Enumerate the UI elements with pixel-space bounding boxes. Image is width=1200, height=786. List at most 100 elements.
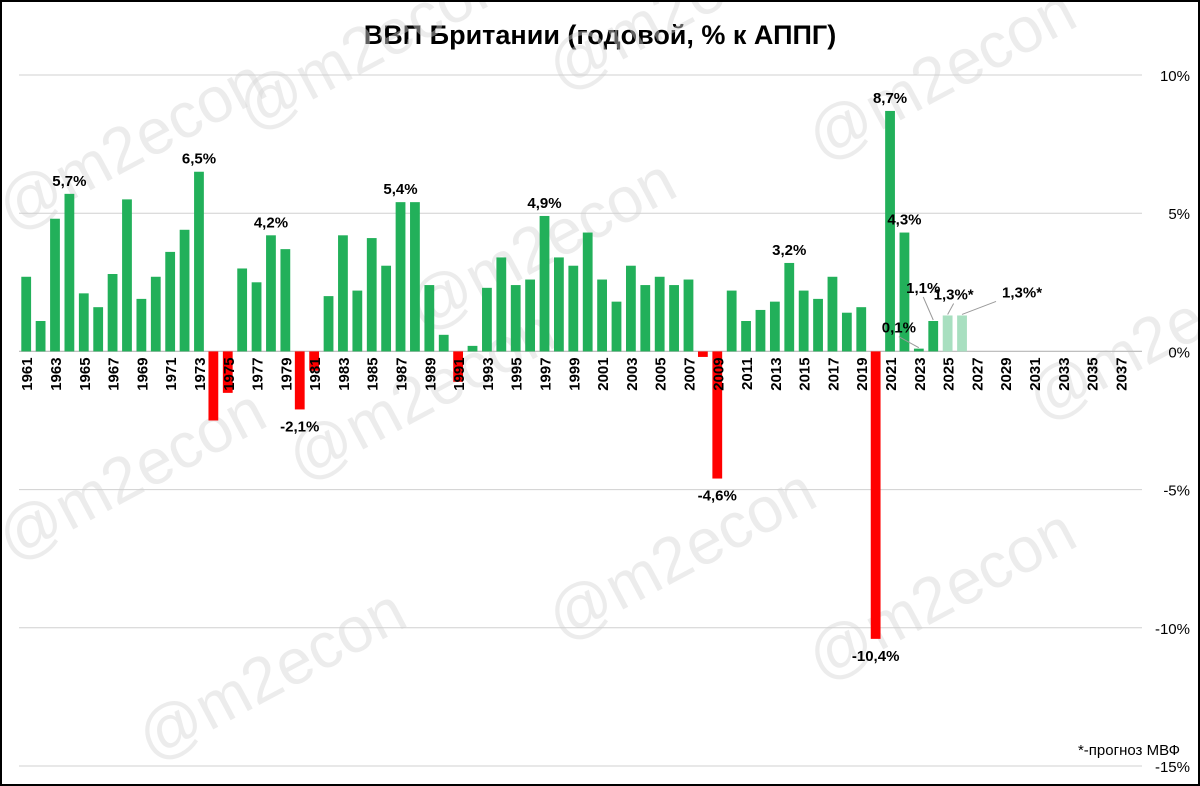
bar-1976 [237, 268, 248, 352]
x-tick-label: 2023 [912, 357, 929, 390]
watermark: @m2econ [1015, 233, 1198, 434]
watermark: @m2econ [125, 573, 417, 774]
x-tick-label: 1977 [250, 357, 267, 390]
x-tick-label: 2003 [624, 357, 641, 390]
bar-1965 [78, 293, 89, 352]
data-label-2022: 4,3% [887, 212, 921, 229]
x-tick-label: 2021 [883, 357, 900, 390]
bar-1998 [554, 257, 564, 352]
bar-2018 [841, 312, 852, 352]
bar-1999 [568, 265, 579, 352]
bar-1981 [309, 351, 320, 371]
bar-1997 [539, 215, 550, 352]
data-label-2024: 1,1% [906, 280, 940, 297]
bar-1977 [251, 282, 262, 352]
bar-2011 [741, 320, 751, 352]
data-label-1978: 4,2% [254, 214, 288, 231]
bar-1969 [136, 298, 147, 352]
bar-2010 [726, 290, 737, 352]
watermark: @m2econ [535, 453, 827, 654]
watermark: @m2econ [535, 2, 827, 104]
data-label-1973: 6,5% [182, 151, 216, 168]
bar-1993 [482, 287, 492, 352]
bar-2000 [582, 232, 593, 352]
bar-1962 [35, 320, 46, 352]
data-label-2014: 3,2% [772, 242, 806, 259]
x-tick-label: 2001 [595, 357, 612, 390]
x-tick-label: 2037 [1113, 357, 1130, 390]
bar-2025 [942, 315, 953, 352]
x-tick-label: 2013 [768, 357, 785, 390]
data-label-2025: 1,3%* [934, 286, 974, 303]
x-tick-label: 1993 [480, 357, 497, 390]
watermark: @m2econ [2, 373, 277, 574]
x-tick-label: 2005 [653, 357, 670, 390]
bar-1972 [179, 229, 190, 352]
x-tick-label: 2033 [1056, 357, 1073, 390]
bar-2013 [769, 301, 780, 352]
x-tick-label: 1995 [509, 357, 526, 390]
bar-1980 [294, 351, 305, 410]
x-tick-label: 2035 [1085, 357, 1102, 390]
bar-1978 [266, 235, 276, 352]
bar-1988 [410, 202, 420, 352]
bar-1996 [525, 279, 536, 352]
data-label-2009: -4,6% [698, 488, 737, 505]
x-tick-label: 2025 [941, 357, 958, 390]
x-tick-label: 2007 [681, 357, 698, 390]
chart-title: ВВП Британии (годовой, % к АППГ) [363, 20, 837, 50]
x-tick-label: 1983 [336, 357, 353, 390]
bar-1963 [50, 218, 60, 352]
bar-2019 [856, 307, 867, 352]
y-tick-label: -15% [1155, 759, 1190, 776]
bar-1985 [366, 238, 377, 352]
x-tick-label: 2017 [825, 357, 842, 390]
bar-2009 [712, 351, 723, 479]
bar-1990 [438, 334, 449, 352]
x-tick-label: 1963 [48, 357, 65, 390]
x-tick-label: 2011 [739, 357, 756, 390]
data-label-1964: 5,7% [52, 173, 86, 190]
data-label-2023: 0,1% [882, 320, 916, 337]
x-tick-label: 2019 [854, 357, 871, 390]
watermark: @m2econ [795, 493, 1087, 694]
watermark: @m2econ [225, 2, 517, 144]
bar-2017 [827, 276, 838, 352]
x-tick-label: 1971 [163, 357, 180, 390]
data-label-leader [922, 296, 934, 321]
data-label-2026: 1,3%* [1002, 284, 1042, 301]
bar-1971 [165, 251, 176, 352]
bar-2021 [885, 110, 895, 352]
x-tick-label: 1991 [451, 357, 468, 390]
bar-1986 [381, 265, 392, 352]
bar-1992 [467, 345, 478, 352]
y-tick-label: 5% [1168, 206, 1190, 223]
bar-1991 [453, 351, 464, 382]
bar-1961 [21, 276, 32, 352]
data-label-leader [898, 336, 920, 349]
bar-1967 [107, 274, 118, 352]
bar-1974 [208, 351, 219, 421]
x-tick-label: 1979 [278, 357, 295, 390]
x-tick-label: 2029 [998, 357, 1015, 390]
bar-2014 [784, 262, 795, 352]
bar-2002 [611, 301, 622, 352]
bar-2005 [654, 276, 665, 352]
data-label-1980: -2,1% [280, 418, 319, 435]
x-tick-label: 2031 [1027, 357, 1044, 390]
x-tick-label: 2027 [969, 357, 986, 390]
data-label-leader [947, 303, 955, 315]
bar-2015 [798, 290, 809, 352]
x-tick-label: 1973 [192, 357, 209, 390]
bar-1970 [150, 276, 161, 352]
bar-2016 [813, 298, 823, 352]
bar-1984 [352, 290, 363, 352]
bar-2024 [928, 320, 939, 352]
x-tick-label: 2015 [797, 357, 814, 390]
data-label-2020: -10,4% [852, 648, 900, 665]
bar-2012 [755, 309, 766, 352]
chart-footnote: *-прогноз МВФ [1077, 742, 1180, 759]
bar-2023 [913, 348, 924, 352]
bar-2004 [640, 285, 651, 352]
